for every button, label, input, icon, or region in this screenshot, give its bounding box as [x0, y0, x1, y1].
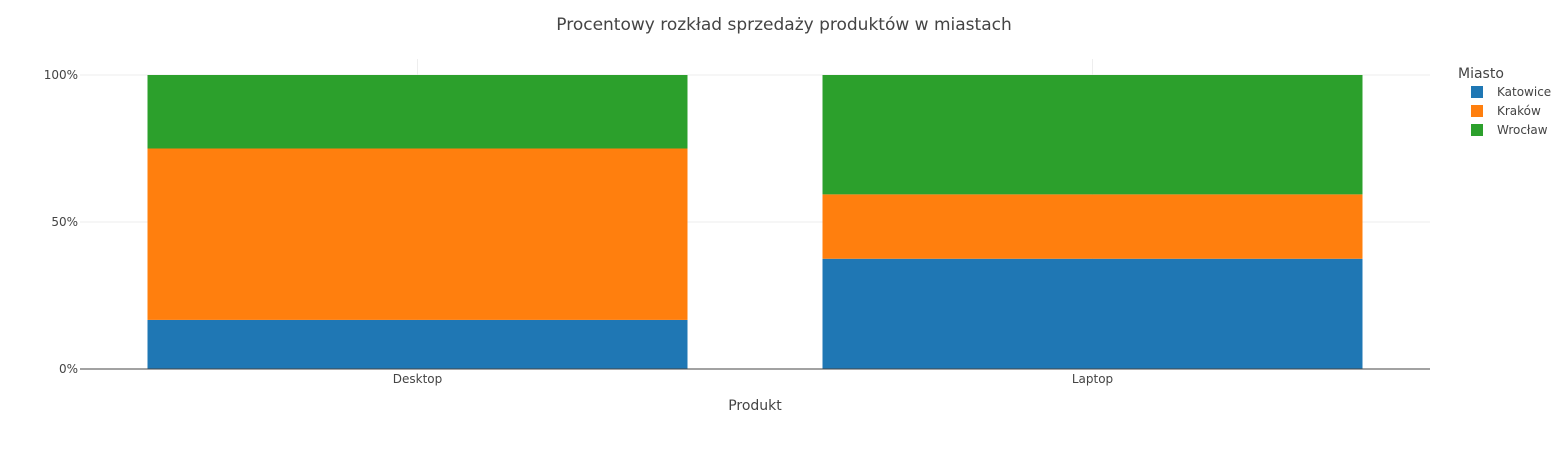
bar-segment-wrocław-desktop[interactable] — [147, 75, 688, 149]
y-tick-label: 100% — [44, 68, 78, 82]
chart-title: Procentowy rozkład sprzedaży produktów w… — [556, 15, 1012, 35]
legend-title: Miasto — [1458, 66, 1504, 82]
tick-labels: 0% 50% 100% Desktop Laptop — [44, 68, 1113, 386]
bar-segment-katowice-desktop[interactable] — [147, 319, 688, 369]
x-tick-label: Desktop — [393, 372, 443, 386]
legend-swatch-kraków[interactable] — [1471, 105, 1483, 117]
axes — [80, 368, 1430, 370]
bar-segment-kraków-desktop[interactable] — [147, 148, 688, 320]
bars — [147, 75, 1363, 369]
legend-label-wrocław[interactable]: Wrocław — [1497, 123, 1548, 137]
legend-swatch-katowice[interactable] — [1471, 86, 1483, 98]
legend: Miasto Katowice Kraków Wrocław — [1458, 66, 1551, 137]
y-tick-label: 50% — [51, 215, 78, 229]
y-tick-label: 0% — [59, 362, 78, 376]
bar-segment-kraków-laptop[interactable] — [822, 194, 1363, 259]
bar-segment-wrocław-laptop[interactable] — [822, 75, 1363, 195]
x-axis-title: Produkt — [728, 398, 782, 414]
legend-label-kraków[interactable]: Kraków — [1497, 104, 1541, 118]
bar-segment-katowice-laptop[interactable] — [822, 258, 1363, 369]
legend-label-katowice[interactable]: Katowice — [1497, 85, 1551, 99]
x-tick-label: Laptop — [1072, 372, 1113, 386]
legend-swatch-wrocław[interactable] — [1471, 124, 1483, 136]
